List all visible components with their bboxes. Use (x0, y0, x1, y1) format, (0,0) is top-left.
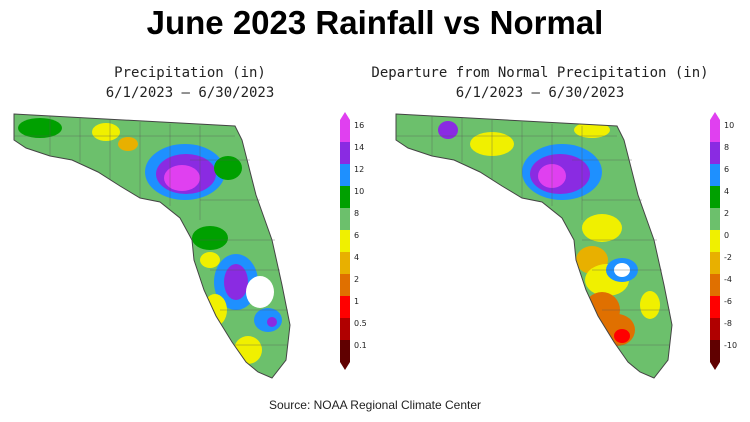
departure-zone (438, 121, 458, 139)
colorbar-tick-label: 12 (354, 165, 365, 174)
departure-colorbar: 10 8 6 4 2 0 -2 -4 -6 -8 -10 (710, 112, 746, 375)
rain-zone (18, 118, 62, 138)
colorbar-tick-label: 4 (724, 187, 730, 196)
colorbar-tick-label: 14 (354, 143, 365, 152)
rain-zone (214, 156, 242, 180)
colorbar-segment (340, 274, 350, 296)
colorbar-tick-label: 1 (354, 297, 360, 306)
departure-date-range: 6/1/2023 – 6/30/2023 (455, 85, 625, 101)
colorbar-top-arrow (340, 112, 350, 120)
source-credit: Source: NOAA Regional Climate Center (268, 398, 482, 412)
departure-title-line1: Departure from Normal Precipitation (in) (371, 65, 709, 81)
colorbar-tick-label: 16 (354, 121, 365, 130)
precipitation-map (13, 113, 291, 379)
colorbar-top-arrow (710, 112, 720, 120)
colorbar-segment (340, 296, 350, 318)
rain-zone (267, 317, 277, 327)
colorbar-tick-label: 6 (724, 165, 730, 174)
colorbar-segment (340, 230, 350, 252)
colorbar-bottom-arrow (710, 362, 720, 370)
colorbar-tick-label: -6 (724, 297, 732, 306)
colorbar-tick-label: -8 (724, 319, 732, 328)
colorbar-segment (710, 252, 720, 274)
colorbar-bottom-arrow (340, 362, 350, 370)
colorbar-tick-label: 0 (724, 231, 730, 240)
colorbar-segment (710, 340, 720, 362)
departure-map-title: Departure from Normal Precipitation (in)… (370, 63, 710, 103)
colorbar-segment (710, 142, 720, 164)
rain-zone (192, 226, 228, 250)
precipitation-title-line1: Precipitation (in) (114, 65, 266, 81)
colorbar-tick-label: 2 (354, 275, 360, 284)
colorbar-tick-label: 2 (724, 209, 730, 218)
colorbar-tick-label: 8 (724, 143, 730, 152)
precipitation-colorbar: 16 14 12 10 8 6 4 2 1 0.5 0.1 (340, 112, 376, 375)
colorbar-segment (340, 186, 350, 208)
colorbar-segment (710, 186, 720, 208)
rain-zone (92, 123, 120, 141)
rain-zone (224, 264, 248, 300)
colorbar-segment (710, 164, 720, 186)
rain-zone (200, 252, 220, 268)
departure-zone (614, 329, 630, 343)
precipitation-map-title: Precipitation (in) 6/1/2023 – 6/30/2023 (40, 63, 340, 103)
colorbar-segment (710, 296, 720, 318)
main-title: June 2023 Rainfall vs Normal (146, 4, 604, 41)
rain-zone (118, 137, 138, 151)
departure-zone (640, 291, 660, 319)
colorbar-svg (710, 112, 720, 370)
colorbar-segment (340, 120, 350, 142)
colorbar-tick-label: -2 (724, 253, 732, 262)
county-lines (396, 116, 670, 346)
rain-zone (164, 165, 200, 191)
colorbar-segment (710, 230, 720, 252)
colorbar-tick-label: 0.5 (354, 319, 367, 328)
colorbar-segment (710, 274, 720, 296)
colorbar-segment (710, 318, 720, 340)
lake-okeechobee (246, 276, 274, 308)
colorbar-segment (340, 340, 350, 362)
colorbar-segment (340, 208, 350, 230)
florida-outline (13, 113, 291, 379)
colorbar-tick-label: 0.1 (354, 341, 367, 350)
colorbar-tick-label: -4 (724, 275, 732, 284)
precipitation-date-range: 6/1/2023 – 6/30/2023 (105, 85, 275, 101)
colorbar-tick-label: 4 (354, 253, 360, 262)
departure-map (395, 113, 673, 379)
colorbar-svg (340, 112, 350, 370)
colorbar-tick-label: 10 (724, 121, 735, 130)
florida-outline (395, 113, 673, 379)
departure-zone (582, 214, 622, 242)
colorbar-segment (710, 120, 720, 142)
county-lines (14, 116, 288, 346)
colorbar-segment (340, 164, 350, 186)
colorbar-tick-label: -10 (724, 341, 738, 350)
colorbar-segment (340, 318, 350, 340)
colorbar-tick-label: 8 (354, 209, 360, 218)
colorbar-segment (340, 252, 350, 274)
colorbar-segment (710, 208, 720, 230)
departure-zone (574, 122, 610, 138)
colorbar-tick-label: 10 (354, 187, 365, 196)
colorbar-tick-label: 6 (354, 231, 360, 240)
colorbar-segment (340, 142, 350, 164)
